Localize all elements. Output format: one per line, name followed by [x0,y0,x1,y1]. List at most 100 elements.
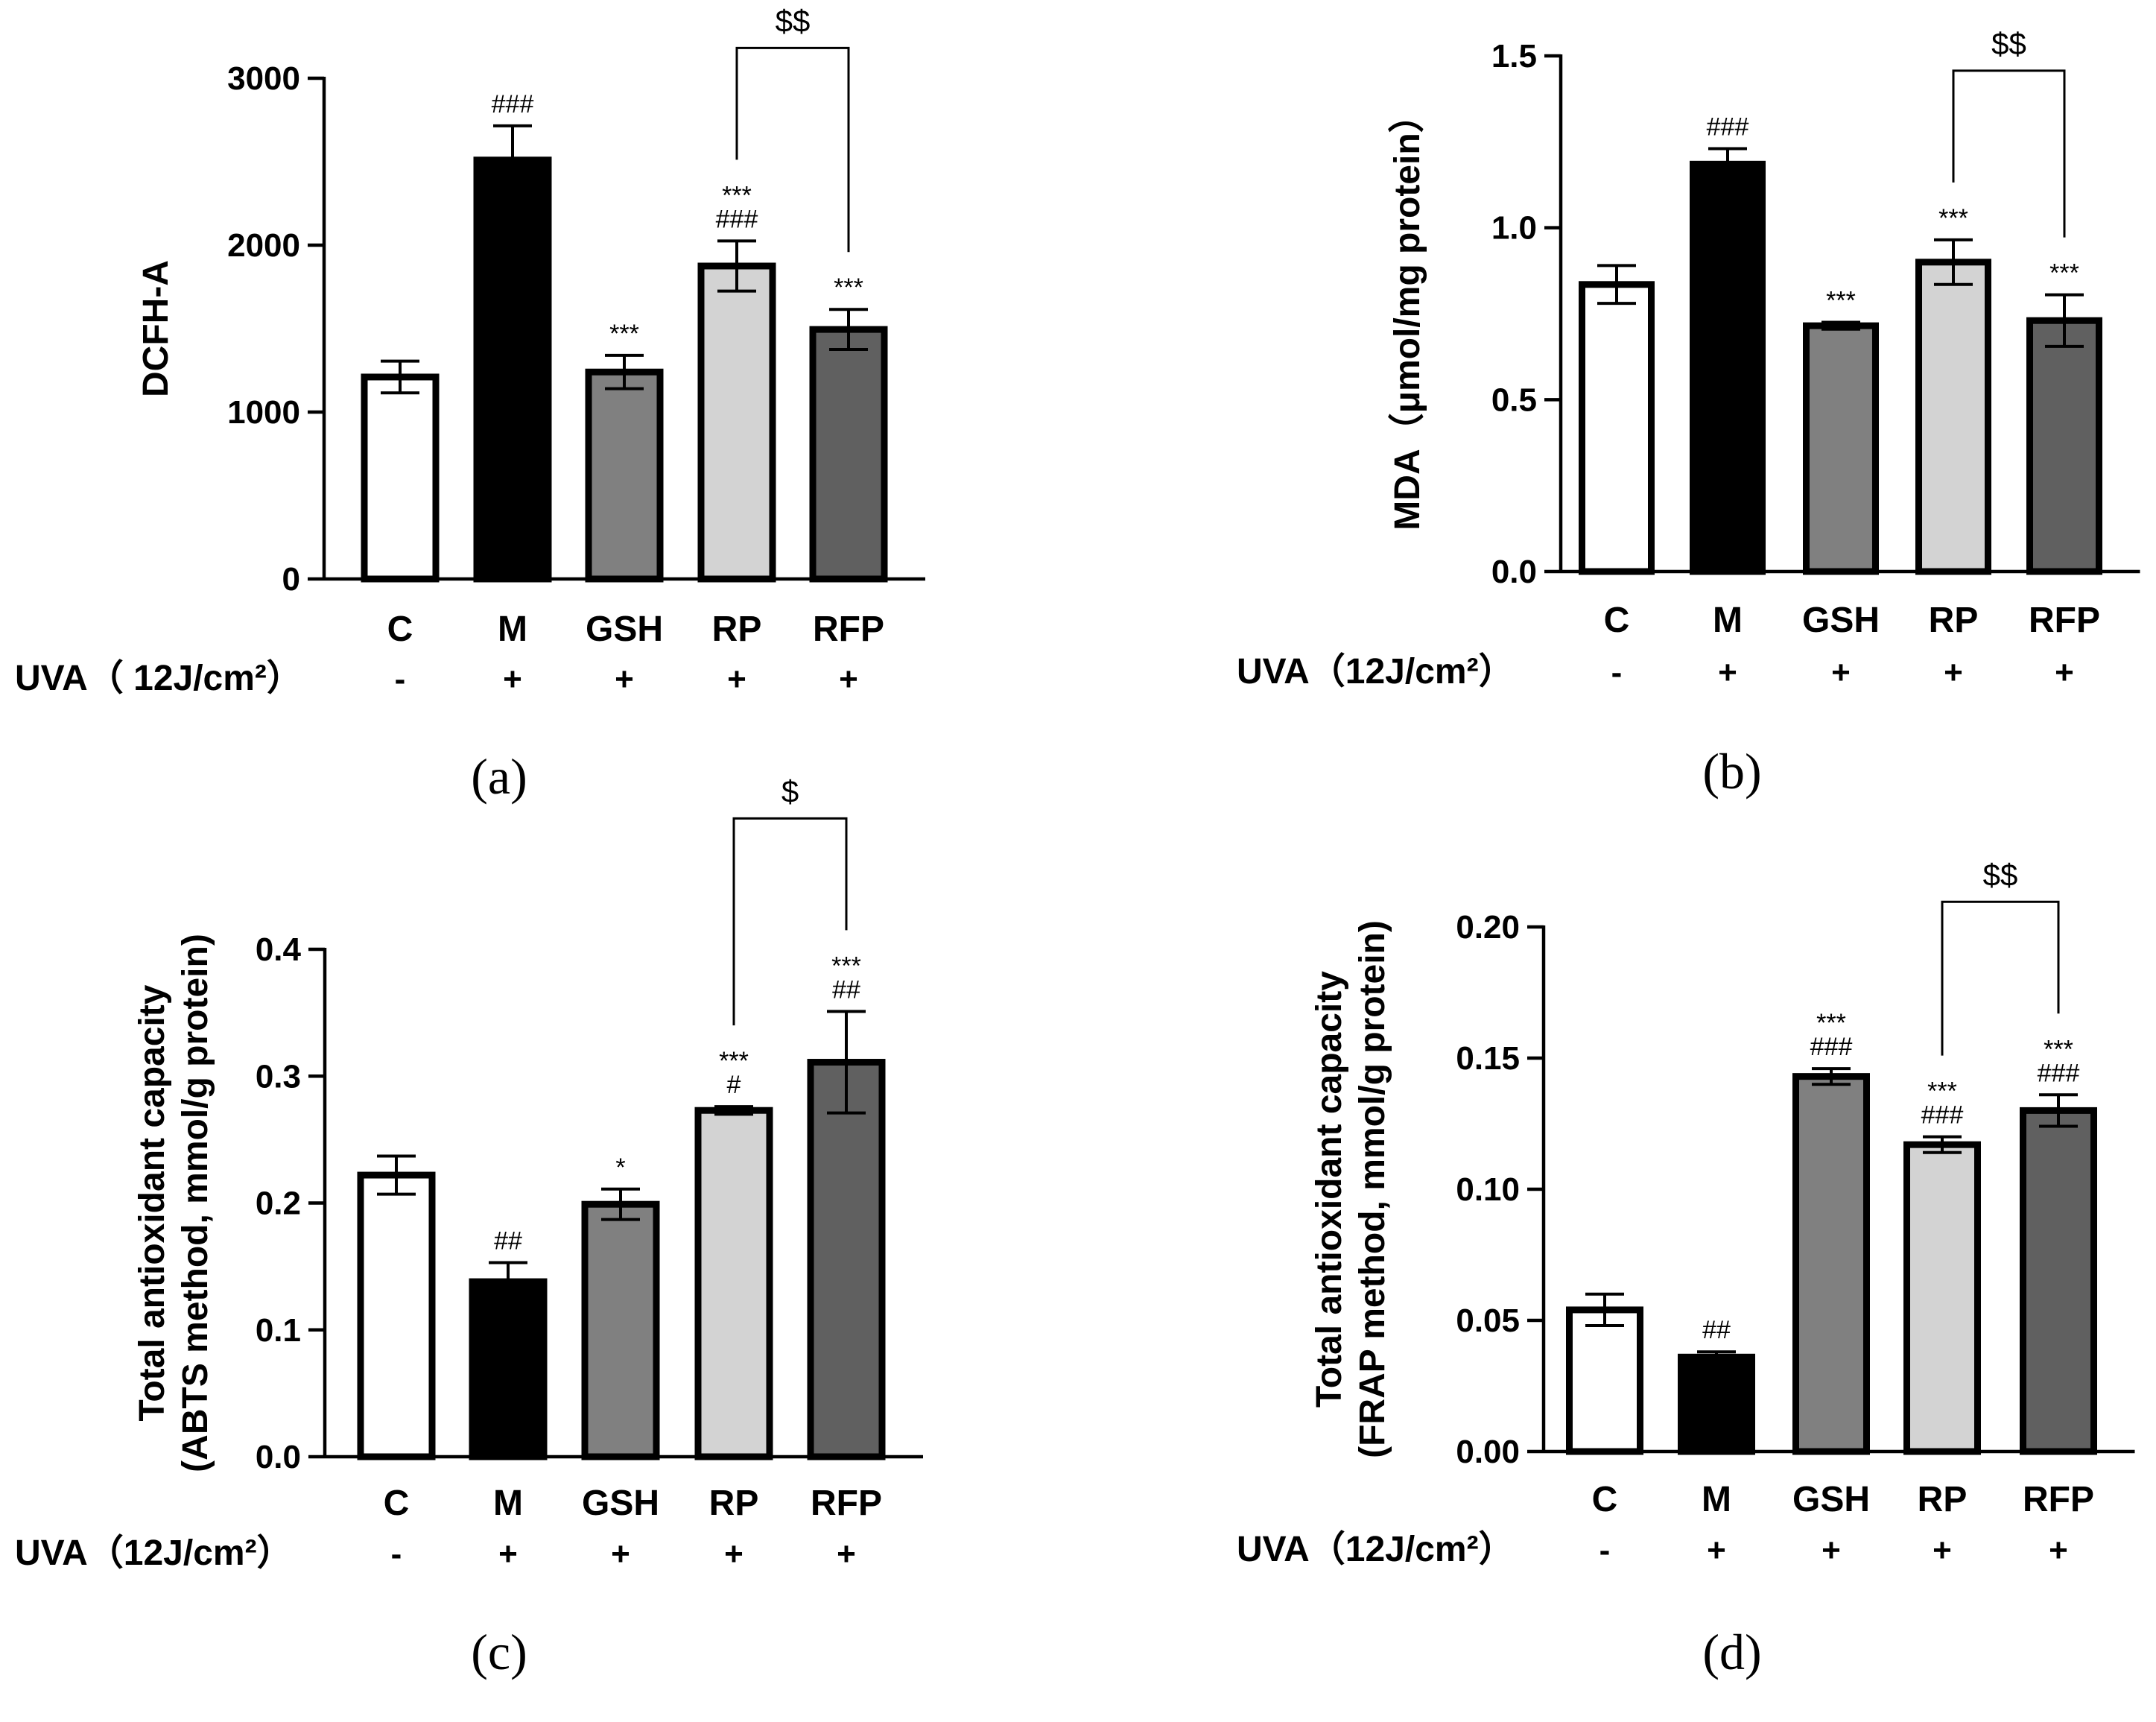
y-tick-label: 0 [282,561,300,598]
uva-sign: + [1718,654,1737,691]
y-axis-title: Total antioxidant capacity [133,984,172,1421]
y-tick-label: 1.0 [1491,210,1537,247]
comparison-bracket [1952,69,2066,238]
y-tick-label: 0.00 [1456,1434,1520,1470]
uva-label: UVA（12J/cm²） [1237,652,1515,691]
uva-sign: + [615,661,634,697]
uva-sign: - [1599,1532,1611,1569]
y-tick-label: 1.5 [1491,38,1537,75]
bar-gsh [1792,1073,1870,1455]
uva-sign: + [1944,654,1963,691]
category-label: C [387,610,413,649]
category-label: C [384,1484,410,1523]
bar-c [1579,281,1655,575]
category-label: GSH [1792,1480,1870,1519]
category-label: RP [1929,601,1979,640]
significance-hash: ## [494,1227,522,1256]
y-axis-title: Total antioxidant capacity [1310,971,1349,1408]
uva-sign: + [2055,654,2074,691]
uva-sign: + [498,1536,518,1572]
category-label: GSH [1802,601,1880,640]
significance-hash: ### [716,205,758,233]
significance-hash: ### [492,90,534,118]
bar-rp [694,1107,773,1460]
bar-rfp [809,326,888,583]
bar-c [1566,1306,1643,1455]
y-tick-label: 0.4 [256,931,302,968]
y-tick-label: 0.1 [256,1312,301,1349]
uva-sign: - [391,1536,402,1572]
significance-stars: *** [719,1047,749,1075]
bar-rfp [2020,1107,2097,1455]
bar-m [1678,1353,1755,1455]
bar-gsh [585,368,664,583]
uva-sign: + [611,1536,630,1572]
uva-label: UVA（12J/cm²） [1237,1530,1515,1569]
bar-m [1690,160,1766,575]
significance-stars: *** [1816,1009,1846,1037]
uva-sign: + [503,661,522,697]
y-tick-label: 0.20 [1456,909,1520,946]
y-tick-label: 0.0 [256,1439,301,1475]
bar-c [357,1171,436,1460]
significance-hash: ## [832,975,860,1004]
category-label: RP [712,610,762,649]
comparison-bracket [732,817,848,1026]
category-label: GSH [586,610,663,649]
category-label: RFP [2029,601,2100,640]
uva-sign: + [727,661,746,697]
y-tick-label: 0.05 [1456,1302,1520,1339]
uva-label: UVA（ 12J/cm²） [15,659,302,698]
bar-rfp [807,1059,886,1460]
panel-b: ### *** *** *** $$ 0.0 0.5 1.0 1.5 C - M + GSH + RP + RFP… [1237,26,2140,800]
uva-sign: + [1821,1532,1841,1569]
y-tick-label: 0.0 [1491,554,1537,590]
category-label: M [493,1484,523,1523]
significance-hash: ## [1702,1316,1731,1344]
significance-stars: *** [1927,1077,1957,1106]
comparison-label: $$ [1983,857,2018,892]
significance-hash: # [727,1071,741,1099]
y-tick-label: 0.5 [1491,382,1537,418]
uva-label: UVA（12J/cm²） [15,1533,293,1573]
category-label: C [1592,1480,1618,1519]
category-label: GSH [582,1484,659,1523]
bar-gsh [1803,322,1879,575]
uva-sign: - [395,661,406,697]
uva-sign: + [837,1536,856,1572]
bar-m [473,156,552,583]
significance-stars: *** [834,273,863,302]
panel-c: ##****#***##$0.00.10.20.30.4C-M+GSH+RP+R… [15,773,923,1680]
bar-m [469,1278,548,1460]
uva-sign: + [1707,1532,1726,1569]
category-label: RP [1918,1480,1968,1519]
uva-sign: + [2049,1532,2068,1569]
category-label: RFP [813,610,884,649]
uva-sign: + [724,1536,743,1572]
comparison-label: $$ [1991,26,2026,61]
comparison-label: $ [781,773,799,808]
bar-rp [1903,1141,1981,1455]
bar-rfp [2026,317,2102,575]
category-label: RP [709,1484,759,1523]
y-tick-label: 1000 [227,394,300,431]
significance-hash: ### [2038,1059,2080,1087]
category-label: RFP [2023,1480,2094,1519]
uva-sign: + [839,661,858,697]
category-label: C [1604,601,1630,640]
y-axis-title: (FRAP method, mmol/g protein) [1353,920,1392,1458]
significance-stars: *** [2044,1035,2073,1063]
y-tick-label: 2000 [227,227,300,264]
y-tick-label: 0.15 [1456,1040,1520,1077]
category-label: M [1713,601,1743,640]
comparison-bracket [735,46,850,253]
y-axis-title: MDA（μmol/mg protein） [1388,97,1427,530]
category-label: M [1702,1480,1731,1519]
comparison-bracket [1941,900,2060,1056]
significance-stars: *** [831,952,861,980]
y-tick-label: 0.3 [256,1058,301,1095]
y-axis-title: DCFH-A [136,260,176,397]
bar-c [361,373,440,583]
uva-sign: - [1611,654,1623,691]
